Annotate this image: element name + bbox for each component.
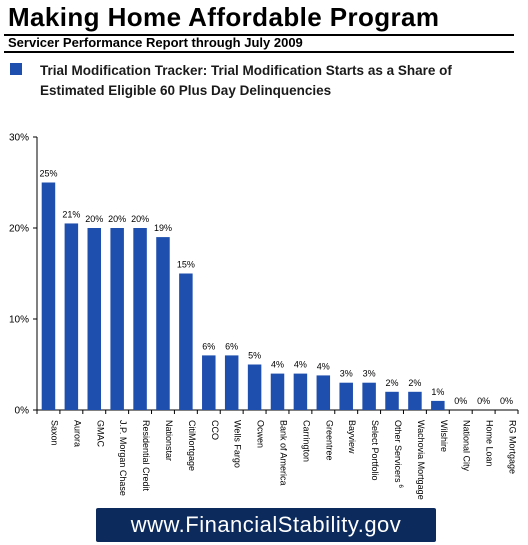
data-label: 0% — [477, 396, 490, 406]
category-label: National City — [462, 420, 472, 472]
data-label: 6% — [202, 341, 215, 351]
category-label: Carrington — [301, 420, 311, 462]
category-label: Residential Credit — [141, 420, 151, 492]
category-label: Nationstar — [164, 420, 174, 461]
category-label: Home Loan — [485, 420, 495, 467]
category-label: Saxon — [49, 420, 59, 446]
category-superscript: 6 — [397, 485, 403, 489]
data-label: 5% — [248, 351, 261, 361]
page-subtitle: Servicer Performance Report through July… — [8, 35, 303, 50]
bar — [431, 400, 445, 410]
data-label: 4% — [271, 360, 284, 370]
data-label: 20% — [108, 214, 126, 224]
bar — [408, 391, 422, 410]
data-label: 2% — [408, 378, 421, 388]
bar — [339, 382, 353, 410]
y-tick-label: 10% — [9, 315, 29, 326]
y-tick-label: 20% — [9, 224, 29, 235]
data-label: 6% — [225, 341, 238, 351]
bar — [224, 355, 239, 410]
data-label: 25% — [39, 169, 57, 179]
data-label: 20% — [131, 214, 149, 224]
category-label: CitiMortgage — [187, 420, 197, 471]
data-label: 21% — [62, 209, 80, 219]
data-label: 20% — [85, 214, 103, 224]
bar — [316, 375, 331, 410]
data-label: 0% — [500, 396, 513, 406]
data-label: 3% — [363, 369, 376, 379]
data-label: 4% — [294, 360, 307, 370]
bar — [247, 364, 262, 410]
subtitle-rule — [4, 51, 514, 53]
category-label: GMAC — [95, 420, 105, 448]
category-label: Wachovia Mortgage — [416, 420, 426, 500]
data-label: 1% — [431, 387, 444, 397]
bar-chart: 0% 10% 20% 30% 25% Saxon 21% Aurora 20% GMAC 20% J.… — [9, 133, 519, 500]
data-label: 3% — [340, 369, 353, 379]
data-label: 2% — [386, 378, 399, 388]
bar — [133, 228, 147, 410]
footer-banner: www.FinancialStability.gov — [96, 508, 436, 542]
data-label: 19% — [154, 223, 172, 233]
category-label: Wilshire — [439, 420, 449, 452]
page-title: Making Home Affordable Program — [8, 2, 440, 32]
bar — [87, 228, 102, 410]
bar — [64, 223, 79, 410]
category-label: Greentree — [324, 420, 334, 461]
category-label: Aurora — [72, 420, 82, 447]
category-label: Wells Fargo — [233, 420, 243, 468]
category-label: RG Mortgage — [508, 420, 518, 474]
bar — [41, 182, 56, 410]
data-label: 0% — [454, 396, 467, 406]
y-tick-label: 0% — [15, 406, 30, 417]
data-label: 4% — [317, 361, 330, 371]
bar — [110, 228, 124, 410]
data-label: 15% — [177, 260, 195, 270]
bar — [385, 391, 399, 410]
bar — [179, 273, 193, 410]
category-label: Select Portfolio — [370, 420, 380, 481]
category-label: Ocwen — [256, 420, 266, 448]
category-label: Other Servicers6 — [393, 420, 403, 489]
bar — [156, 237, 170, 410]
category-label: J.P. Morgan Chase — [118, 420, 128, 496]
legend-swatch — [10, 63, 22, 75]
bar — [293, 373, 308, 410]
bar — [270, 373, 285, 410]
category-label: CCO — [210, 420, 220, 440]
footer-url: www.FinancialStability.gov — [130, 512, 402, 537]
legend-label: Trial Modification Tracker: Trial Modifi… — [40, 63, 452, 98]
category-label: Bank of America — [279, 420, 289, 486]
title-rule — [4, 34, 514, 36]
y-tick-label: 30% — [9, 133, 29, 144]
bar — [362, 382, 376, 410]
category-label: Bayview — [347, 420, 357, 454]
bar — [202, 355, 216, 410]
